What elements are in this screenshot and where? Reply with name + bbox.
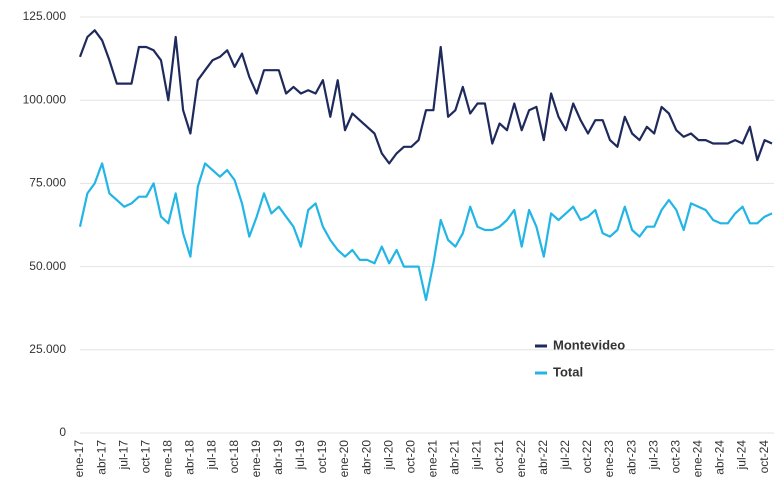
x-tick-label: oct-21 (492, 440, 506, 474)
x-tick-label: abr-18 (183, 440, 197, 475)
x-tick-label: jul-17 (116, 440, 130, 471)
series-line (78, 29, 773, 165)
x-tick-label: ene-20 (337, 440, 351, 478)
x-tick-label: oct-24 (757, 440, 771, 474)
x-tick-label: oct-20 (403, 440, 417, 474)
x-tick-label: abr-19 (271, 440, 285, 475)
x-tick-label: oct-22 (580, 440, 594, 474)
x-tick-label: abr-20 (359, 440, 373, 475)
x-tick-label: jul-19 (293, 440, 307, 471)
x-tick-label: oct-19 (315, 440, 329, 474)
x-tick-label: oct-18 (227, 440, 241, 474)
x-tick-label: ene-23 (602, 440, 616, 478)
y-tick-label: 50.000 (29, 259, 66, 273)
x-tick-label: ene-19 (249, 440, 263, 478)
x-tick-label: abr-21 (448, 440, 462, 475)
x-tick-label: jul-18 (205, 440, 219, 471)
x-tick-label: oct-23 (668, 440, 682, 474)
x-tick-label: abr-22 (536, 440, 550, 475)
legend-label: Total (553, 364, 583, 379)
x-tick-label: jul-21 (470, 440, 484, 471)
x-tick-label: ene-21 (426, 440, 440, 478)
legend-label: Montevideo (553, 337, 625, 352)
x-tick-label: jul-20 (381, 440, 395, 471)
y-tick-label: 25.000 (29, 342, 66, 356)
y-tick-label: 125.000 (23, 9, 67, 23)
x-tick-label: abr-17 (94, 440, 108, 475)
x-tick-label: ene-18 (161, 440, 175, 478)
x-tick-label: jul-22 (558, 440, 572, 471)
x-tick-label: jul-24 (735, 440, 749, 471)
x-tick-label: abr-23 (624, 440, 638, 475)
x-tick-label: ene-24 (691, 440, 705, 478)
y-tick-label: 75.000 (29, 176, 66, 190)
x-tick-label: abr-24 (713, 440, 727, 475)
y-tick-label: 100.000 (23, 92, 67, 106)
x-tick-label: ene-17 (72, 440, 86, 478)
x-tick-label: ene-22 (514, 440, 528, 478)
series-line (78, 162, 773, 301)
x-tick-label: oct-17 (138, 440, 152, 474)
y-tick-label: 0 (59, 425, 66, 439)
x-tick-label: jul-23 (646, 440, 660, 471)
